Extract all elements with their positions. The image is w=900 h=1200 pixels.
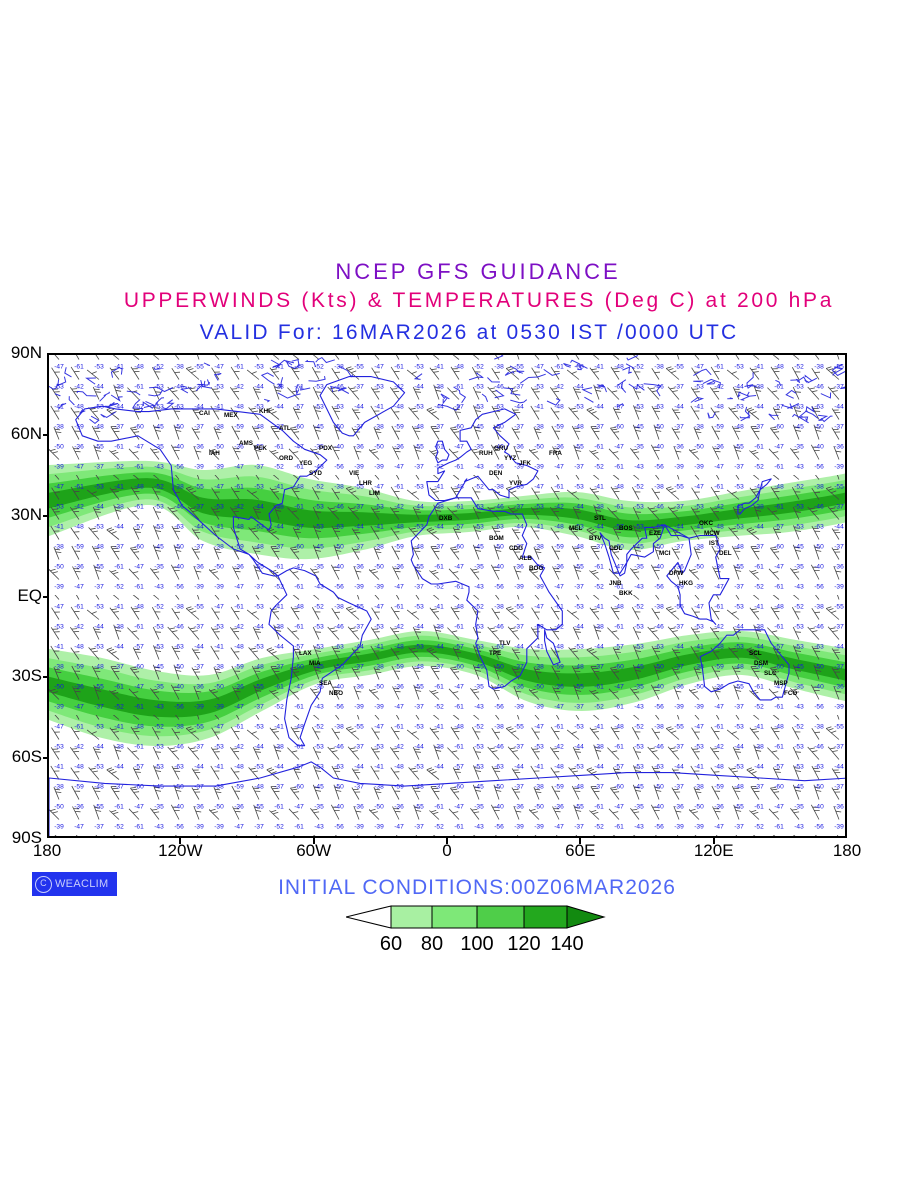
svg-text:DEL: DEL: [719, 550, 732, 557]
svg-text:MIA: MIA: [309, 660, 321, 667]
svg-text:MEL: MEL: [569, 525, 582, 532]
svg-text:GDL: GDL: [609, 545, 622, 552]
svg-text:TPE: TPE: [489, 650, 501, 657]
svg-text:ATL: ATL: [279, 425, 291, 432]
svg-text:TLV: TLV: [499, 640, 511, 647]
svg-text:EZE: EZE: [649, 530, 661, 537]
svg-text:KHI: KHI: [259, 408, 270, 415]
svg-text:GRU: GRU: [494, 445, 508, 452]
svg-text:YEG: YEG: [299, 460, 312, 467]
svg-text:CDG: CDG: [509, 545, 523, 552]
svg-text:FCO: FCO: [784, 690, 797, 697]
svg-text:AMS: AMS: [239, 440, 253, 447]
svg-text:NBO: NBO: [329, 690, 343, 697]
svg-text:BOS: BOS: [619, 525, 633, 532]
svg-text:MSP: MSP: [774, 680, 788, 687]
svg-text:ALB: ALB: [519, 555, 532, 562]
svg-text:VIE: VIE: [349, 470, 359, 477]
svg-text:MEX: MEX: [224, 412, 238, 419]
svg-text:HKG: HKG: [679, 580, 693, 587]
svg-text:BOG: BOG: [529, 565, 543, 572]
svg-text:SCL: SCL: [749, 650, 762, 657]
svg-text:DSM: DSM: [754, 660, 768, 667]
svg-text:FRA: FRA: [549, 450, 562, 457]
svg-text:BTV: BTV: [589, 535, 602, 542]
svg-text:DEN: DEN: [489, 470, 503, 477]
svg-text:IST: IST: [709, 540, 719, 547]
svg-text:OKC: OKC: [699, 520, 713, 527]
svg-text:DFW: DFW: [669, 570, 683, 577]
svg-text:JFK: JFK: [519, 460, 531, 467]
svg-text:YYZ: YYZ: [504, 455, 516, 462]
svg-text:PEK: PEK: [254, 445, 267, 452]
svg-text:YVR: YVR: [509, 480, 522, 487]
svg-text:SEA: SEA: [319, 680, 332, 687]
svg-text:RUH: RUH: [479, 450, 493, 457]
svg-text:SLC: SLC: [764, 670, 777, 677]
svg-text:CAI: CAI: [199, 410, 210, 417]
svg-text:LIM: LIM: [369, 490, 380, 497]
svg-text:DXB: DXB: [439, 515, 453, 522]
svg-text:LHR: LHR: [359, 480, 372, 487]
svg-text:MCI: MCI: [659, 550, 671, 557]
svg-text:MCW: MCW: [704, 530, 720, 537]
svg-text:ORD: ORD: [279, 455, 293, 462]
svg-text:LAX: LAX: [299, 650, 312, 657]
svg-text:BOM: BOM: [489, 535, 504, 542]
svg-text:PDX: PDX: [319, 445, 333, 452]
svg-text:SYD: SYD: [309, 470, 322, 477]
svg-text:IAH: IAH: [209, 450, 220, 457]
svg-text:STL: STL: [594, 515, 606, 522]
svg-text:JNB: JNB: [609, 580, 622, 587]
svg-text:BKK: BKK: [619, 590, 633, 597]
